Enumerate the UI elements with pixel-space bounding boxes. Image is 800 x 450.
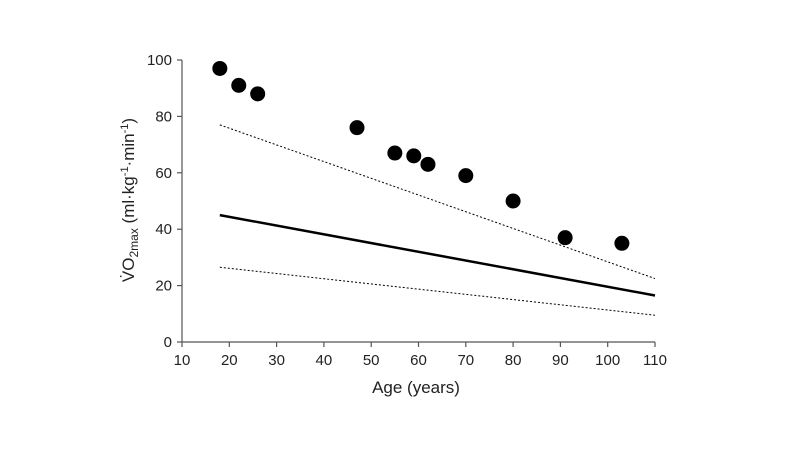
x-axis-title: Age (years)	[372, 378, 460, 397]
x-tick-label: 20	[221, 352, 238, 369]
x-tick-label: 40	[316, 352, 333, 369]
y-title-units-2: ·min	[119, 133, 138, 166]
axes	[181, 60, 655, 343]
y-tick-label: 60	[155, 165, 172, 182]
x-tick-label: 90	[552, 352, 569, 369]
confidence-bound-line	[219, 266, 656, 316]
y-title-sup-1: -1	[119, 166, 131, 176]
regression-line	[219, 213, 656, 297]
data-point	[557, 230, 573, 246]
y-axis-ticks: 0 20 40 60 80 100	[147, 52, 182, 351]
data-point	[458, 168, 474, 184]
regression-lines	[219, 124, 656, 316]
y-axis-title: V̇O2max (ml·kg-1·min-1)	[119, 118, 141, 282]
y-title-units-3: )	[119, 118, 138, 124]
data-point	[420, 156, 436, 172]
data-point	[614, 235, 630, 251]
x-tick-label: 110	[643, 352, 667, 369]
y-tick-label: 100	[147, 52, 172, 69]
data-point	[231, 77, 247, 93]
y-tick-label: 40	[155, 221, 172, 238]
x-axis-ticks: 10 20 30 40 50 60 70 80 90 100 110	[174, 342, 667, 369]
data-point	[250, 86, 266, 102]
y-tick-label: 80	[155, 108, 172, 125]
confidence-bound-line	[219, 124, 656, 280]
y-title-units-1: (ml·kg	[119, 176, 138, 228]
data-point	[387, 145, 403, 161]
x-tick-label: 70	[457, 352, 474, 369]
x-tick-label: 30	[268, 352, 285, 369]
data-point	[406, 148, 422, 164]
x-tick-label: 60	[410, 352, 427, 369]
y-title-sup-2: -1	[119, 124, 131, 134]
x-tick-label: 10	[174, 352, 191, 369]
y-tick-label: 0	[164, 334, 172, 351]
x-tick-label: 50	[363, 352, 380, 369]
y-tick-label: 20	[155, 278, 172, 295]
data-points	[212, 60, 630, 251]
data-point	[349, 120, 365, 136]
x-tick-label: 80	[505, 352, 522, 369]
data-point	[212, 60, 228, 76]
x-tick-label: 100	[595, 352, 620, 369]
data-point	[505, 193, 521, 209]
y-title-sub-2max: 2max	[127, 228, 141, 257]
y-title-vo: V̇O	[119, 258, 138, 283]
